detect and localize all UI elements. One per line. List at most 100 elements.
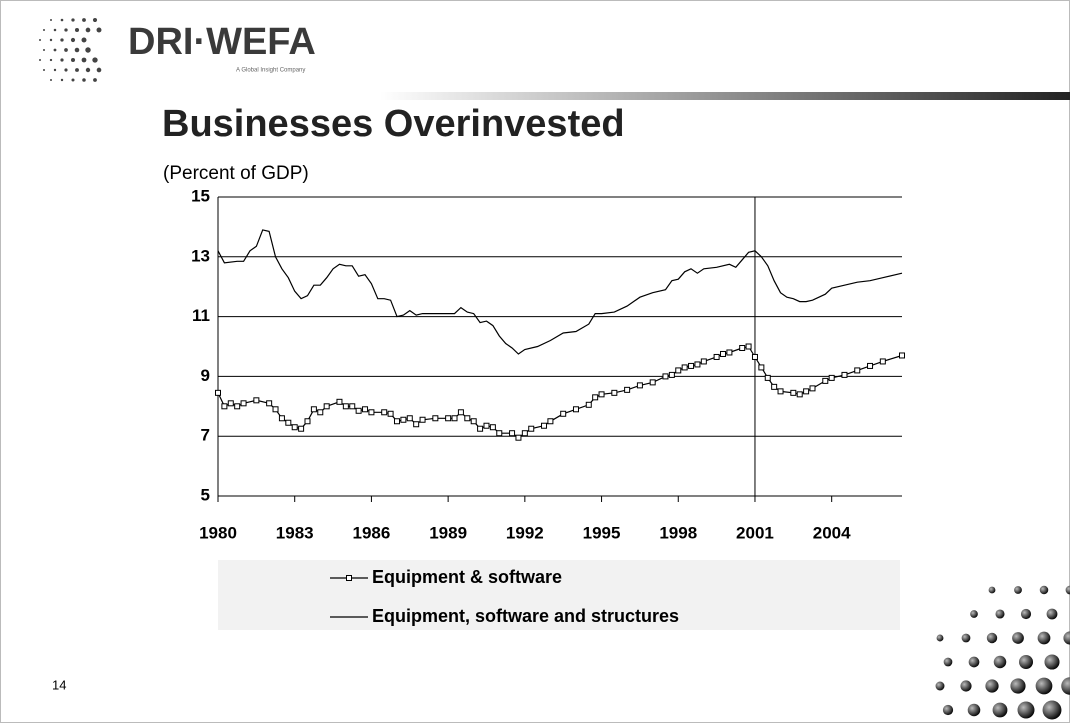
series-marker [253,397,260,404]
logo-dot [53,28,57,32]
series-marker [227,400,234,407]
logo-dot [39,39,41,41]
series-marker [310,406,317,413]
x-tick-label: 2004 [813,523,851,542]
corner-dot [935,681,945,691]
corner-dot [1012,632,1024,644]
logo-dot [43,49,45,51]
series-marker [867,362,874,369]
series-marker [278,415,285,422]
logo-dot [85,27,91,33]
logo-dot [71,18,75,22]
series-marker [592,394,599,401]
series-marker [688,362,695,369]
logo-dot [60,78,64,82]
series-marker [393,418,400,425]
series-marker [700,358,707,365]
series-marker [464,415,471,422]
series-marker [336,398,343,405]
series-marker [662,373,669,380]
corner-dot [1065,585,1070,595]
series-marker [560,410,567,417]
series-marker [879,358,886,365]
series-marker [790,389,797,396]
series-marker [739,344,746,351]
logo-dot [82,18,86,22]
corner-dot [960,680,972,692]
series-marker [636,382,643,389]
logo-dot [60,38,64,42]
series-marker [694,361,701,368]
logo-dot [82,78,86,82]
series-marker [445,415,452,422]
series-marker [515,434,522,441]
logo-dot [49,38,53,42]
y-tick-label: 7 [201,426,210,445]
series-marker [342,403,349,410]
corner-dot [1037,631,1051,645]
series-marker [624,386,631,393]
series-marker [489,424,496,431]
corner-dot [961,633,971,643]
x-tick-label: 1983 [276,523,314,542]
corner-dot [943,657,953,667]
series-marker [496,430,503,437]
logo-dot [53,48,57,52]
y-tick-label: 9 [201,366,210,385]
corner-dot [1042,700,1062,720]
logo-dot [50,79,52,81]
series-marker [483,422,490,429]
series-marker [368,409,375,416]
x-tick-label: 1995 [583,523,621,542]
series-marker [387,410,394,417]
series-marker [598,391,605,398]
corner-dot [1046,608,1058,620]
logo-dot [43,29,45,31]
page-number: 14 [52,677,66,692]
logo-dot [74,47,80,53]
corner-dot [986,632,998,644]
series-marker [822,377,829,384]
series-marker [272,406,279,413]
x-tick-label: 1986 [353,523,391,542]
corner-dot [1061,677,1070,695]
logo-dot [71,78,75,82]
series-marker [572,406,579,413]
series-marker [681,364,688,371]
series-marker [771,383,778,390]
series-marker [349,403,356,410]
logo-dot [81,37,87,43]
logo-dot [93,78,97,82]
legend-marker [346,575,352,581]
series-marker [713,353,720,360]
logo-dot [39,59,41,61]
series-marker [240,400,247,407]
y-tick-label: 5 [201,485,210,504]
series-line [217,345,903,439]
corner-dot [970,610,978,618]
series-marker [841,371,848,378]
series-marker [304,418,311,425]
series-marker [400,416,407,423]
corner-dot [968,656,980,668]
corner-dots [935,585,1070,720]
logo-dot [96,67,102,73]
series-marker [362,406,369,413]
series-marker [796,391,803,398]
x-tick-label: 1989 [429,523,467,542]
series-marker [809,385,816,392]
series-marker [611,389,618,396]
logo-dot [64,68,68,72]
logo-dot [74,27,80,33]
corner-dot [1035,677,1053,695]
series-marker [317,409,324,416]
series-marker [470,418,477,425]
series-marker [406,415,413,422]
x-tick-label: 1992 [506,523,544,542]
logo-dot [43,69,45,71]
logo-dot [70,37,76,43]
brand-name: DRI·WEFA [128,21,316,63]
corner-dot [1063,631,1070,645]
logo-dot [92,17,98,23]
